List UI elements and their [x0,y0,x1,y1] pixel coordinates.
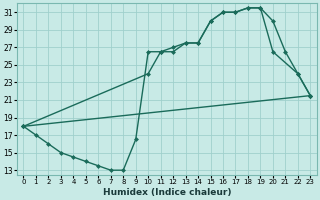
X-axis label: Humidex (Indice chaleur): Humidex (Indice chaleur) [103,188,231,197]
